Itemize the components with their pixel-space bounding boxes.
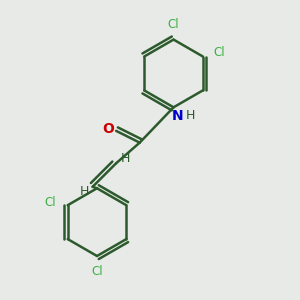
Text: H: H bbox=[80, 185, 89, 198]
Text: O: O bbox=[102, 122, 114, 136]
Text: H: H bbox=[121, 152, 130, 165]
Text: Cl: Cl bbox=[213, 46, 225, 59]
Text: Cl: Cl bbox=[168, 18, 179, 31]
Text: Cl: Cl bbox=[45, 196, 56, 209]
Text: N: N bbox=[172, 109, 184, 122]
Text: H: H bbox=[186, 109, 195, 122]
Text: Cl: Cl bbox=[91, 265, 103, 278]
